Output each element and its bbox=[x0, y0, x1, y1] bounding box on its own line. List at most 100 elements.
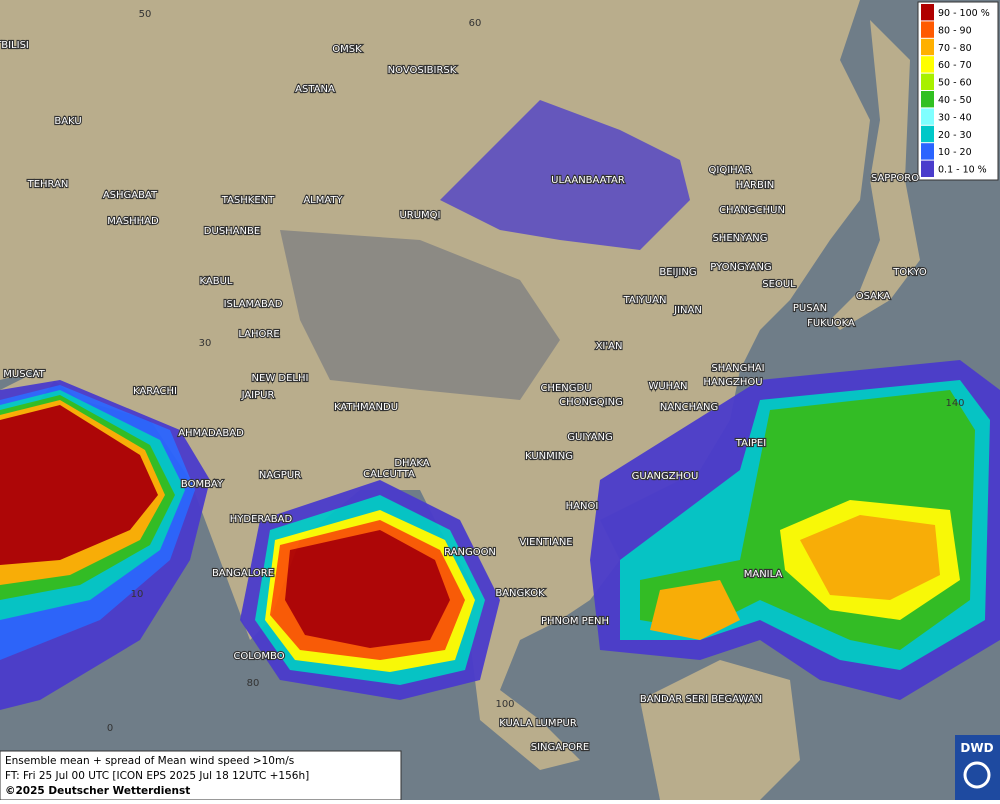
land-japan bbox=[830, 20, 920, 330]
city-label: TAIPEI bbox=[735, 438, 766, 449]
city-label: LAHORE bbox=[238, 329, 279, 340]
footer-line: Ensemble mean + spread of Mean wind spee… bbox=[5, 755, 294, 767]
grid-label: 0 bbox=[107, 723, 113, 734]
city-label: PHNOM PENH bbox=[541, 616, 609, 627]
city-label: ASTANA bbox=[295, 84, 335, 95]
legend-swatch bbox=[921, 91, 934, 108]
city-label: HANGZHOU bbox=[703, 377, 762, 388]
city-label: HARBIN bbox=[736, 180, 775, 191]
land-borneo bbox=[640, 660, 800, 800]
city-label: SHANGHAI bbox=[711, 363, 764, 374]
city-label: JAIPUR bbox=[241, 390, 275, 401]
wind-field bbox=[0, 100, 1000, 710]
legend-label: 60 - 70 bbox=[938, 60, 972, 71]
city-label: VIENTIANE bbox=[519, 537, 572, 548]
land-plateau bbox=[280, 230, 560, 400]
city-label: CHENGDU bbox=[540, 383, 591, 394]
city-label: GUIYANG bbox=[567, 432, 612, 443]
logo: DWD bbox=[960, 741, 993, 755]
grid-label: 50 bbox=[139, 9, 152, 20]
legend-swatch bbox=[921, 143, 934, 160]
city-label: ISLAMABAD bbox=[224, 299, 283, 310]
city-label: TASHKENT bbox=[221, 195, 275, 206]
city-label: FUKUOKA bbox=[807, 318, 855, 329]
legend-swatch bbox=[921, 38, 934, 56]
city-label: NAGPUR bbox=[259, 470, 301, 481]
city-label: CALCUTTA bbox=[363, 469, 415, 480]
city-label: KARACHI bbox=[133, 386, 177, 397]
city-label: HANOI bbox=[566, 501, 599, 512]
grid-label: 60 bbox=[469, 18, 482, 29]
legend-label: 80 - 90 bbox=[938, 25, 972, 36]
logo-icon bbox=[963, 761, 991, 789]
city-label: TBILISI bbox=[0, 40, 29, 51]
city-label: BAKU bbox=[54, 116, 81, 127]
city-label: CHANGCHUN bbox=[719, 205, 785, 216]
city-label: SHENYANG bbox=[712, 233, 767, 244]
city-label: MANILA bbox=[744, 569, 783, 580]
legend-swatch bbox=[921, 160, 934, 177]
city-label: BANGALORE bbox=[212, 568, 274, 579]
grid-label: 140 bbox=[945, 398, 964, 409]
legend-label: 70 - 80 bbox=[938, 43, 972, 54]
city-label: BOMBAY bbox=[181, 479, 224, 490]
legend-label: 50 - 60 bbox=[938, 78, 972, 89]
legend-swatch bbox=[921, 125, 934, 143]
footer-line: ©2025 Deutscher Wetterdienst bbox=[5, 785, 190, 797]
legend-label: 90 - 100 % bbox=[938, 8, 990, 19]
city-label: RANGOON bbox=[444, 547, 496, 558]
legend-label: 40 - 50 bbox=[938, 95, 972, 106]
city-label: TEHRAN bbox=[27, 179, 69, 190]
city-label: CHONGQING bbox=[559, 397, 623, 408]
legend-label: 10 - 20 bbox=[938, 147, 972, 158]
legend-swatch bbox=[921, 73, 934, 90]
city-label: KUNMING bbox=[525, 451, 573, 462]
city-label: ULAANBAATAR bbox=[551, 175, 625, 186]
city-label: DUSHANBE bbox=[204, 226, 260, 237]
city-label: KABUL bbox=[200, 276, 233, 287]
grid-label: 10 bbox=[131, 589, 144, 600]
city-label: SINGAPORE bbox=[531, 742, 590, 753]
grid-label: 100 bbox=[495, 699, 514, 710]
city-label: ALMATY bbox=[303, 195, 343, 206]
city-label: KATHMANDU bbox=[334, 402, 398, 413]
city-label: GUANGZHOU bbox=[632, 471, 699, 482]
city-label: KUALA LUMPUR bbox=[499, 718, 577, 729]
city-label: QIQIHAR bbox=[709, 165, 752, 176]
city-label: XI'AN bbox=[596, 341, 623, 352]
legend-swatch bbox=[921, 21, 934, 38]
city-label: ASHGABAT bbox=[103, 190, 158, 201]
legend: 90 - 100 % 80 - 90 70 - 80 60 - 70 50 - 60 40… bbox=[917, 1, 999, 181]
legend-swatch bbox=[921, 4, 934, 21]
city-label: TOKYO bbox=[892, 267, 927, 278]
city-label: NOVOSIBIRSK bbox=[388, 65, 457, 76]
city-label: COLOMBO bbox=[233, 651, 284, 662]
legend-swatch bbox=[921, 56, 934, 73]
city-label: BANDAR SERI BEGAWAN bbox=[640, 694, 762, 705]
city-label: BANGKOK bbox=[495, 588, 545, 599]
legend-label: 20 - 30 bbox=[938, 130, 972, 141]
city-label: TAIYUAN bbox=[623, 295, 667, 306]
grid-label: 30 bbox=[199, 338, 212, 349]
city-label: SEOUL bbox=[762, 279, 796, 290]
city-label: OMSK bbox=[332, 44, 362, 55]
footer-line: FT: Fri 25 Jul 00 UTC [ICON EPS 2025 Jul… bbox=[5, 770, 309, 782]
city-label: AHMADABAD bbox=[178, 428, 244, 439]
city-label: DHAKA bbox=[394, 458, 429, 469]
legend-label: 0.1 - 10 % bbox=[938, 165, 987, 176]
city-label: NEW DELHI bbox=[252, 373, 309, 384]
city-label: PUSAN bbox=[793, 303, 827, 314]
city-label: MASHHAD bbox=[107, 216, 159, 227]
city-label: SAPPORO bbox=[871, 173, 919, 184]
logo-box bbox=[955, 735, 1000, 800]
grid-label: 80 bbox=[247, 678, 260, 689]
legend-swatch bbox=[921, 108, 934, 125]
city-label: URUMQI bbox=[399, 210, 440, 221]
city-label: WUHAN bbox=[648, 381, 687, 392]
city-label: MUSCAT bbox=[3, 369, 45, 380]
city-label: BEIJING bbox=[659, 267, 696, 278]
city-label: OSAKA bbox=[856, 291, 891, 302]
city-label: NANCHANG bbox=[660, 402, 718, 413]
city-label: PYONGYANG bbox=[710, 262, 771, 273]
